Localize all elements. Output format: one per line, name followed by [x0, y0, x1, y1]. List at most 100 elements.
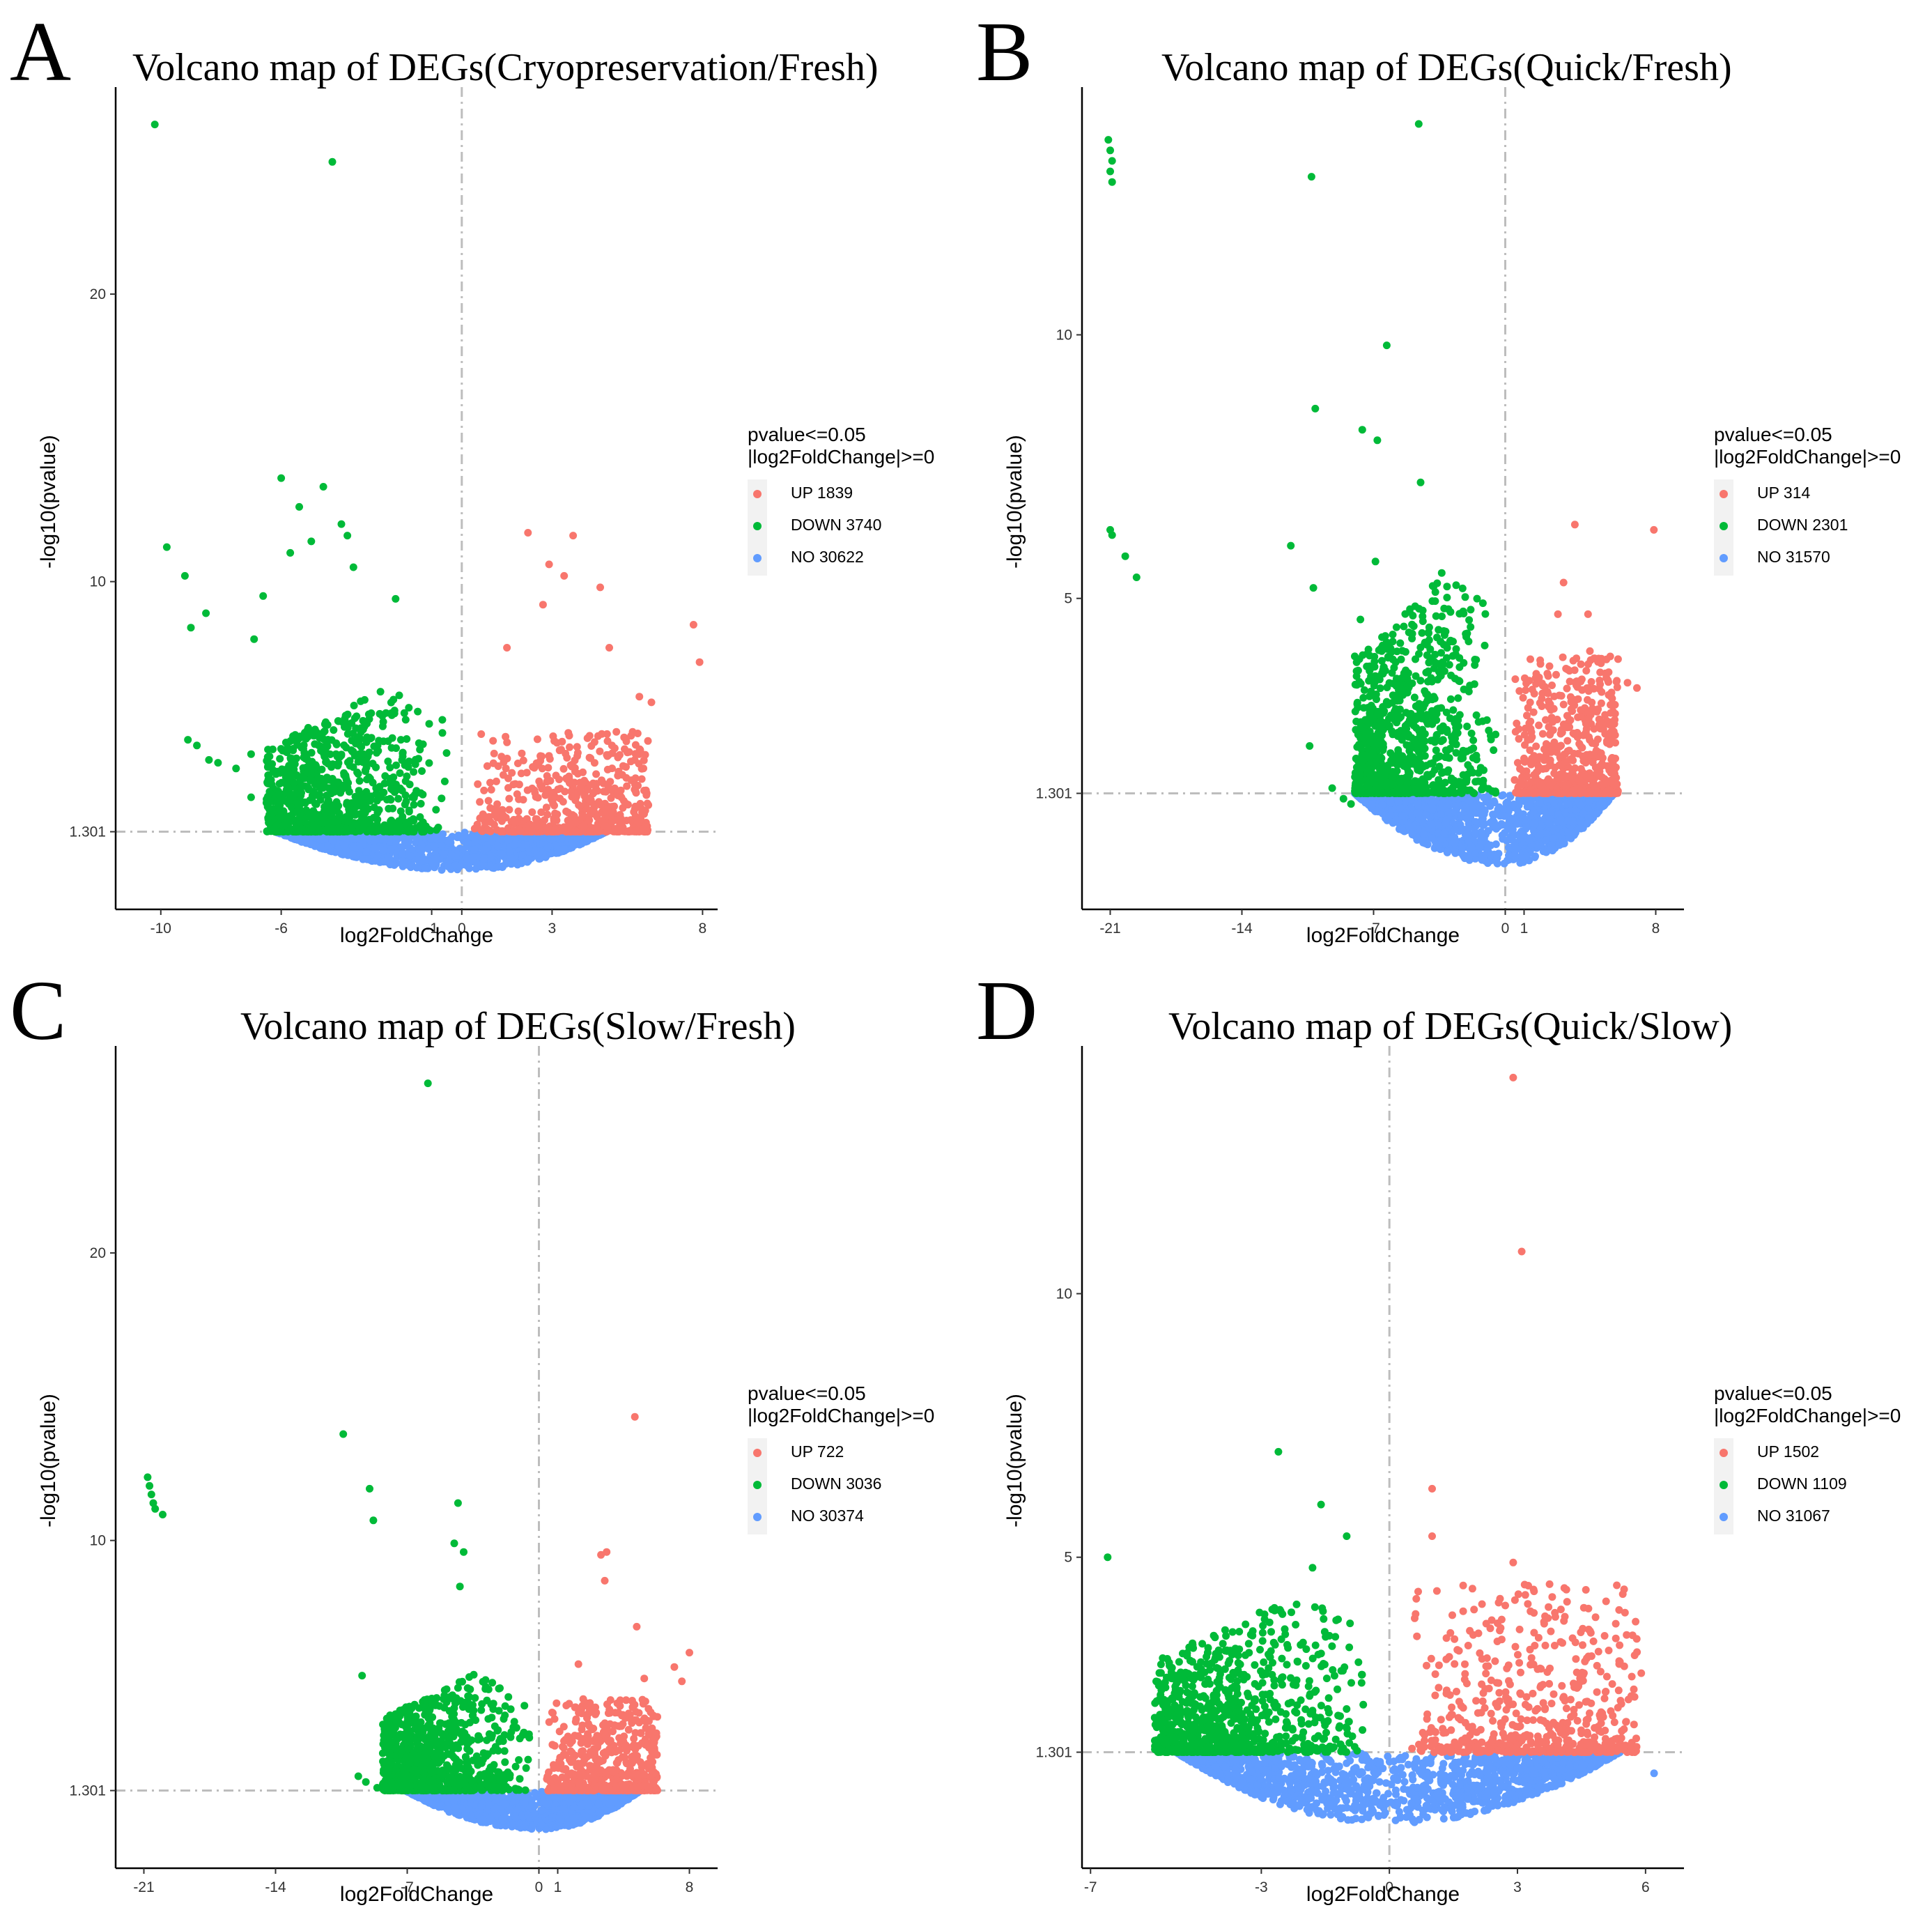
point-no	[498, 863, 507, 871]
point-up	[603, 730, 611, 738]
point-down	[1376, 684, 1384, 693]
point-up	[538, 783, 546, 791]
point-down	[323, 721, 332, 729]
point-down	[286, 770, 295, 778]
point-no	[1435, 841, 1443, 849]
point-no	[543, 843, 552, 852]
point-down	[300, 753, 308, 762]
point-up-outlier	[569, 532, 578, 540]
point-up	[634, 781, 642, 790]
point-up	[480, 786, 488, 794]
point-down	[1478, 599, 1487, 608]
point-no	[480, 836, 488, 844]
point-up	[582, 805, 591, 813]
point-no	[447, 850, 456, 859]
point-no	[1450, 819, 1458, 828]
point-no	[444, 862, 452, 870]
point-down	[400, 709, 408, 717]
point-down	[304, 723, 312, 732]
point-no	[385, 853, 393, 861]
point-down	[1415, 727, 1423, 735]
point-down	[343, 730, 352, 738]
point-down	[388, 734, 396, 742]
point-down	[1443, 583, 1451, 591]
point-no	[1515, 799, 1523, 808]
point-up	[543, 772, 551, 780]
point-no	[1497, 819, 1506, 828]
point-down	[1470, 790, 1478, 797]
point-down-outlier	[162, 543, 171, 551]
point-no	[506, 849, 514, 857]
point-no	[1428, 806, 1436, 814]
x-tick-label: 0	[458, 921, 466, 937]
point-up	[573, 748, 582, 757]
point-up	[604, 751, 612, 759]
point-no	[504, 837, 513, 845]
point-up	[509, 826, 517, 835]
point-no	[438, 842, 446, 850]
point-down	[332, 740, 341, 748]
point-down	[350, 714, 359, 723]
point-up	[580, 821, 588, 829]
point-down	[376, 688, 385, 696]
point-down-outlier	[150, 121, 159, 129]
point-down	[294, 800, 302, 808]
point-down	[369, 814, 378, 822]
point-up	[598, 817, 606, 825]
point-down	[276, 801, 284, 809]
point-down	[1416, 677, 1425, 685]
point-no	[379, 846, 387, 854]
point-down	[265, 819, 273, 827]
point-down	[387, 796, 395, 804]
point-down	[389, 695, 398, 704]
point-no	[1498, 831, 1506, 840]
point-down	[265, 753, 274, 760]
point-down	[412, 787, 421, 795]
point-down-outlier	[307, 537, 316, 546]
point-up	[639, 825, 647, 833]
point-no	[430, 842, 438, 849]
point-down	[329, 808, 337, 816]
point-up	[602, 807, 610, 815]
point-up	[608, 764, 616, 773]
point-down	[376, 783, 384, 791]
point-up	[490, 749, 498, 757]
point-up-outlier	[560, 571, 569, 580]
point-down	[440, 777, 449, 785]
point-down	[1466, 764, 1474, 773]
point-down	[1467, 730, 1476, 737]
point-down	[1472, 711, 1481, 719]
point-no	[1538, 829, 1546, 837]
point-down-outlier	[202, 609, 210, 617]
point-no	[541, 853, 550, 861]
legend-item-down: DOWN 3740	[748, 511, 957, 544]
point-down	[1396, 639, 1405, 647]
point-no	[1456, 820, 1465, 829]
point-down	[1389, 638, 1397, 646]
point-up	[578, 813, 587, 821]
point-no	[1467, 842, 1476, 850]
point-up	[631, 813, 640, 821]
point-up	[559, 798, 567, 806]
point-down	[319, 819, 327, 827]
point-down	[380, 788, 388, 796]
point-down	[264, 771, 272, 779]
point-down	[361, 809, 369, 817]
point-down	[263, 763, 272, 771]
point-down	[411, 760, 419, 769]
point-up	[635, 760, 643, 768]
point-up	[477, 826, 486, 834]
point-down	[347, 746, 355, 754]
point-down	[360, 695, 369, 704]
point-down	[425, 759, 433, 767]
point-down	[293, 741, 302, 749]
point-down-outlier	[180, 571, 189, 580]
point-down	[1400, 622, 1408, 631]
point-down	[1469, 736, 1478, 744]
point-up	[538, 764, 546, 773]
point-down	[405, 806, 413, 815]
point-no	[1494, 849, 1503, 858]
point-no	[317, 843, 325, 851]
point-down	[308, 760, 316, 768]
